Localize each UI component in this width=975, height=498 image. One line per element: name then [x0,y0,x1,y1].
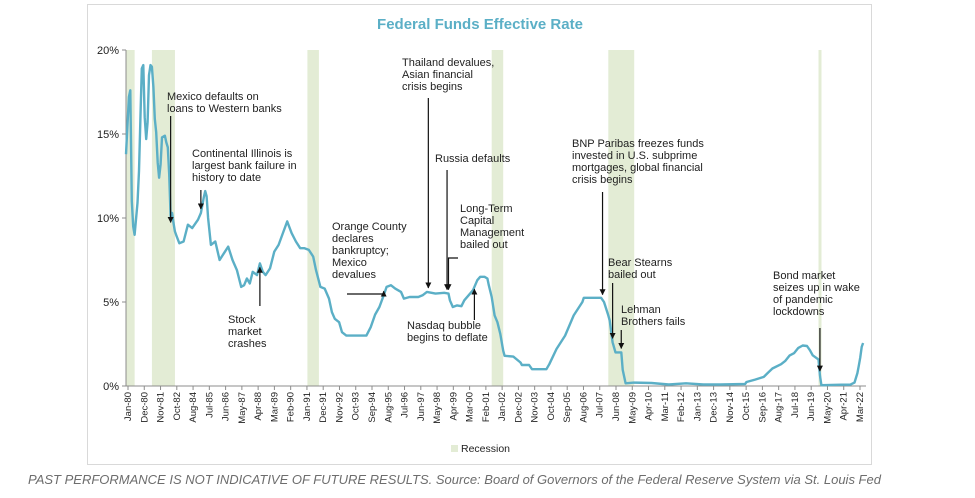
annotation-label: BNP Paribas freezes funds invested in U.S… [572,138,704,186]
annotation-label: Nasdaq bubble begins to deflate [407,320,488,344]
x-tick-label: Apr-99 [448,392,459,421]
x-tick-label: Jan-13 [692,392,703,421]
recession-band [126,50,135,386]
x-tick-label: Jun-97 [416,392,427,421]
x-tick-label: May-87 [237,392,248,424]
x-tick-label: Oct-82 [172,392,183,421]
x-tick-label: Dec-13 [709,392,720,423]
chart-title: Federal Funds Effective Rate [377,16,583,33]
x-tick-label: Nov-81 [156,392,167,423]
x-tick-label: Dec-02 [513,392,524,423]
x-tick-label: Mar-22 [855,392,866,422]
x-tick-label: May-09 [627,392,638,424]
recession-band [307,50,319,386]
y-tick-label: 5% [103,297,119,309]
x-tick-label: Feb-01 [481,392,492,422]
x-tick-label: Mar-00 [465,392,476,422]
recession-band [491,50,504,386]
x-tick-label: Oct-04 [546,392,557,421]
x-tick-label: Aug-17 [774,392,785,423]
x-tick-label: Jan-91 [302,392,313,421]
x-tick-label: Sep-16 [757,392,768,423]
annotation-label: Long-Term Capital Management bailed out [460,203,524,251]
annotation-arrow [445,257,458,291]
x-tick-label: May-20 [822,392,833,424]
x-tick-label: Mar-11 [660,392,671,421]
legend-swatch-recession [451,445,458,452]
recession-band [818,50,822,386]
fed-funds-chart: Federal Funds Effective Rate 0% 5% 10% 15% 20… [97,16,866,455]
x-tick-label: Jul-07 [595,392,606,418]
x-tick-label: Nov-14 [725,392,736,423]
legend-label-recession: Recession [461,443,510,455]
x-tick-label: Dec-80 [139,392,150,423]
x-tick-label: Jul-96 [400,392,411,418]
x-tick-label: Jun-86 [221,392,232,421]
x-tick-label: Dec-91 [318,392,329,423]
recession-band [151,50,175,386]
x-tick-label: Aug-95 [383,392,394,423]
y-tick-label: 10% [97,213,119,225]
x-tick-label: Jan-02 [497,392,508,421]
annotation-label: Orange County declares bankruptcy; Mexico de… [332,221,407,281]
annotation-label: Bond market seizes up in wake of pandemic l… [773,270,860,318]
x-tick-label: Jun-08 [611,392,622,421]
x-tick-label: Oct-15 [741,392,752,421]
x-tick-label: Feb-12 [676,392,687,422]
x-tick-label: Sep-94 [367,392,378,423]
annotation-label: Bear Stearns bailed out [608,257,673,281]
x-tick-label: Oct-93 [351,392,362,421]
x-tick-label: Apr-10 [644,392,655,421]
x-tick-label: Jun-19 [806,392,817,421]
y-tick-label: 15% [97,129,119,141]
annotation-label: Stock market crashes [228,314,267,350]
x-tick-label: Apr-88 [253,392,264,421]
annotation-label: Mexico defaults on loans to Western banks [167,91,282,115]
x-tick-label: Aug-84 [188,392,199,423]
x-tick-label: Apr-21 [839,392,850,421]
annotation-label: Thailand devalues, Asian financial crisis … [402,57,494,93]
annotation-label: Continental Illinois is largest bank fail… [192,148,297,184]
annotation-label: Lehman Brothers fails [621,304,686,328]
x-tick-label: Nov-03 [530,392,541,423]
x-tick-label: Sep-05 [562,392,573,423]
x-tick-label: Mar-89 [269,392,280,422]
x-tick-label: Jan-80 [123,392,134,421]
y-tick-label: 20% [97,45,119,57]
x-tick-label: Nov-92 [334,392,345,423]
source-disclaimer: PAST PERFORMANCE IS NOT INDICATIVE OF FU… [28,472,881,487]
x-tick-label: Jul-85 [204,392,215,418]
annotation-arrow [347,290,387,297]
x-tick-label: May-98 [432,392,443,424]
x-tick-label: Aug-06 [578,392,589,423]
chart-frame [87,4,872,465]
x-tick-label: Feb-90 [286,392,297,422]
annotation-label: Russia defaults [435,153,511,165]
x-tick-label: Jul-18 [790,392,801,418]
y-tick-label: 0% [103,381,119,393]
